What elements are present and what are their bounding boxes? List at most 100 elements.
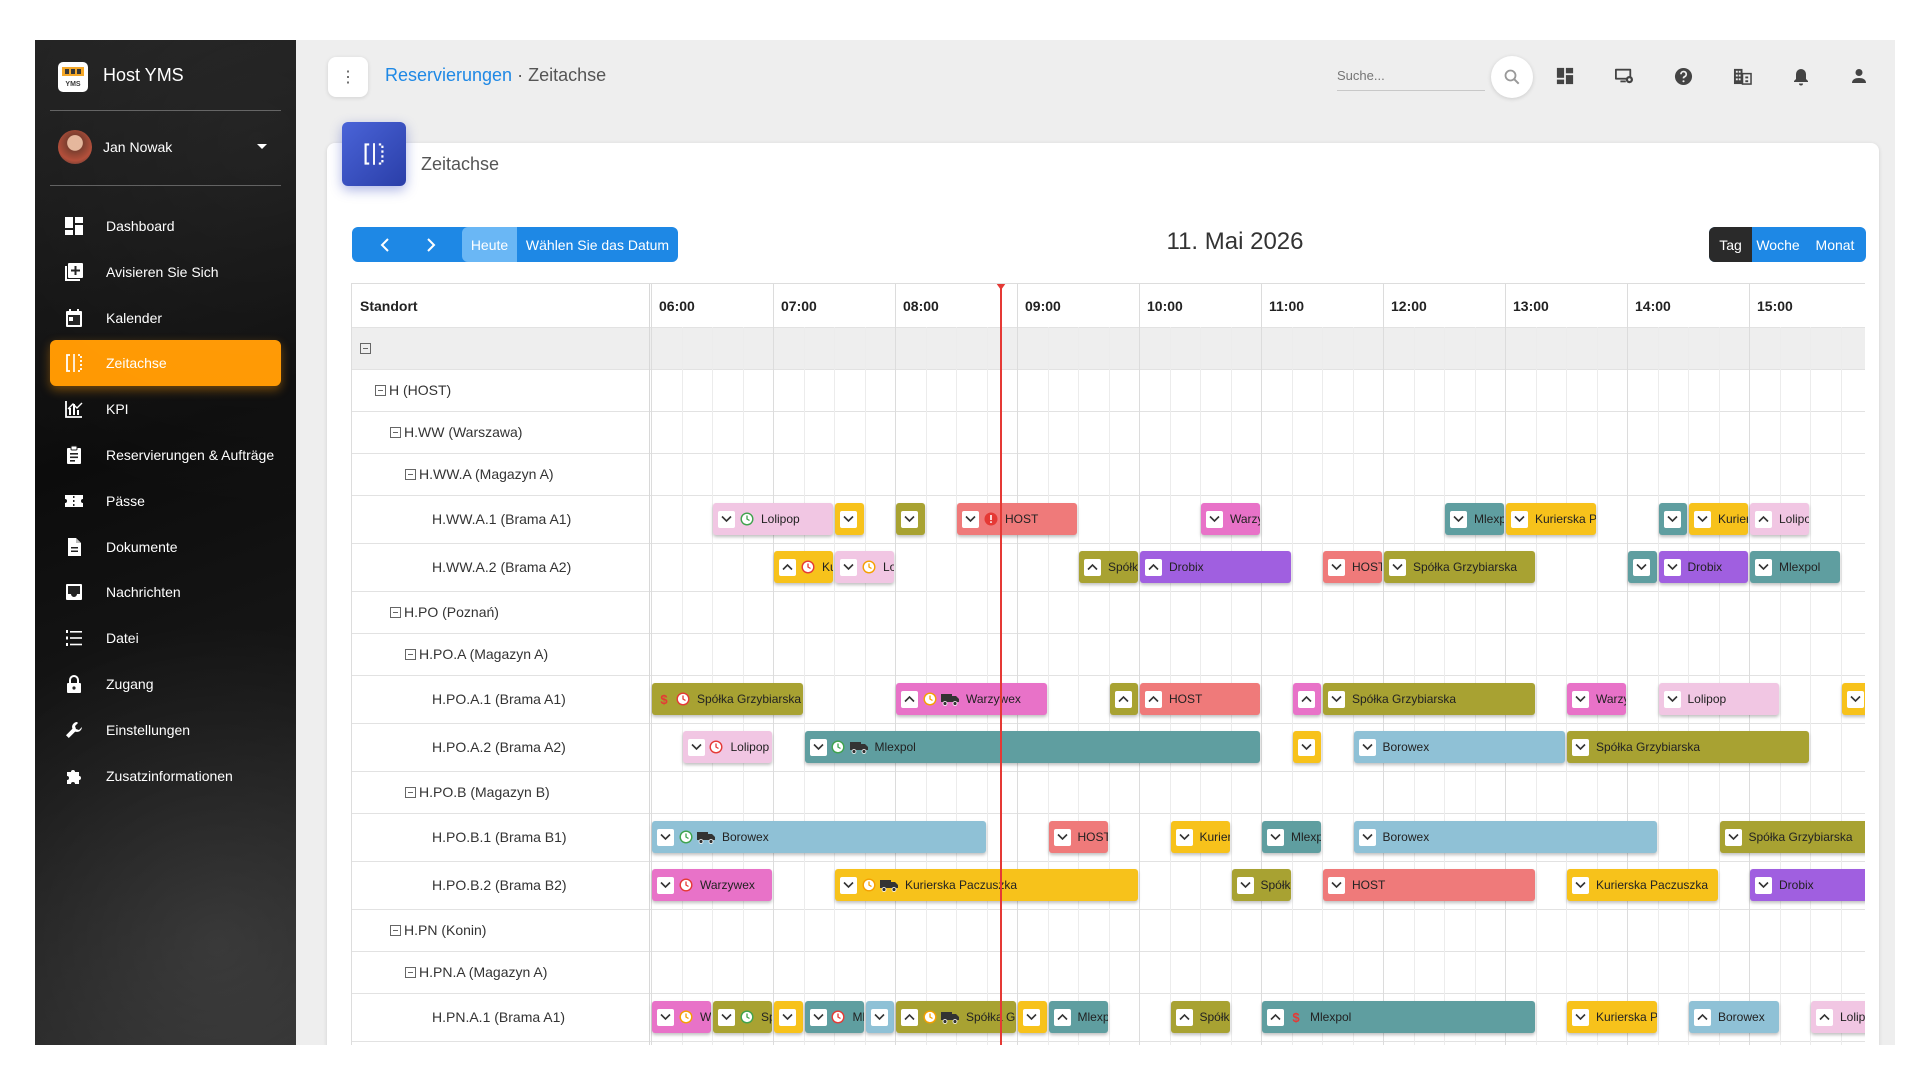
group-row-label[interactable]: H.PO.B (Magazyn B) — [405, 771, 550, 813]
reservation-bar[interactable]: Borowex — [1353, 821, 1657, 853]
chevron-down-icon[interactable] — [840, 558, 857, 576]
chevron-down-icon[interactable] — [1633, 558, 1650, 576]
building-button[interactable] — [1731, 65, 1753, 87]
chevron-down-icon[interactable] — [1724, 828, 1742, 846]
reservation-bar[interactable]: Warzywex — [652, 1001, 711, 1033]
reservation-bar[interactable]: Mlexpol — [1750, 551, 1840, 583]
reservation-bar[interactable]: Kurierska Paczuszka — [1567, 869, 1718, 901]
chevron-down-icon[interactable] — [1694, 510, 1711, 528]
user-menu-caret-icon[interactable] — [257, 144, 267, 149]
reservation-bar[interactable]: Borowex — [652, 821, 986, 853]
sidebar-item-zeitachse[interactable]: Zeitachse — [50, 340, 281, 386]
collapse-toggle-icon[interactable] — [375, 384, 386, 396]
chevron-down-icon[interactable] — [1297, 738, 1315, 756]
chevron-down-icon[interactable] — [809, 738, 827, 756]
chevron-down-icon[interactable] — [657, 876, 674, 894]
chevron-up-icon[interactable] — [901, 690, 918, 708]
chevron-up-icon[interactable] — [1145, 558, 1162, 576]
reservation-bar[interactable]: Lolipop — [1811, 1001, 1865, 1033]
reservation-bar[interactable] — [1018, 1001, 1047, 1033]
reservation-bar[interactable]: Spółka Grzybiarska — [1323, 683, 1535, 715]
chevron-down-icon[interactable] — [901, 510, 918, 528]
search-button[interactable] — [1491, 56, 1533, 98]
chevron-down-icon[interactable] — [840, 510, 857, 528]
group-row-label[interactable]: H.PO.A (Magazyn A) — [405, 633, 548, 675]
chevron-down-icon[interactable] — [1175, 828, 1193, 846]
reservation-bar[interactable]: Spółka Grzybiarska — [896, 1001, 1016, 1033]
sidebar-item-einstellungen[interactable]: Einstellungen — [50, 707, 281, 753]
reservation-bar[interactable]: HOST — [1048, 821, 1108, 853]
account-button[interactable] — [1848, 65, 1870, 87]
reservation-bar[interactable]: Warzywex — [1567, 683, 1626, 715]
chevron-down-icon[interactable] — [1663, 690, 1681, 708]
avatar[interactable] — [58, 130, 92, 164]
sidebar-item-paesse[interactable]: Pässe — [50, 478, 281, 524]
reservation-bar[interactable]: Kurierska Paczuszka — [1689, 503, 1748, 535]
chevron-down-icon[interactable] — [1328, 876, 1345, 894]
chevron-up-icon[interactable] — [901, 1008, 918, 1026]
today-button[interactable]: Heute — [462, 227, 517, 262]
chevron-down-icon[interactable] — [1236, 876, 1254, 894]
chevron-up-icon[interactable] — [1297, 690, 1315, 708]
chevron-down-icon[interactable] — [657, 1008, 674, 1026]
view-month-button[interactable]: Monat — [1815, 236, 1855, 253]
chevron-down-icon[interactable] — [1572, 876, 1589, 894]
sidebar-item-reservierungen[interactable]: Reservierungen & Aufträge — [50, 432, 281, 478]
reservation-bar[interactable]: $ Spółka Grzybiarska — [652, 683, 803, 715]
chevron-down-icon[interactable] — [1450, 510, 1467, 528]
sidebar-item-dashboard[interactable]: Dashboard — [50, 203, 281, 249]
reservation-bar[interactable]: Kurierska Paczuszka — [1567, 1001, 1657, 1033]
chevron-down-icon[interactable] — [1511, 510, 1528, 528]
reservation-bar[interactable]: Lolipop — [835, 551, 894, 583]
sidebar-item-dokumente[interactable]: Dokumente — [50, 524, 281, 570]
sidebar-item-zusatzinformationen[interactable]: Zusatzinformationen — [50, 753, 281, 799]
group-row-label[interactable]: H.PN.A (Magazyn A) — [405, 951, 547, 993]
chevron-down-icon[interactable] — [1755, 876, 1772, 894]
reservation-bar[interactable]: Spółka Grzybiarska — [1719, 821, 1865, 853]
reservation-bar[interactable]: Lolipop — [713, 503, 833, 535]
reservation-bar[interactable]: Kurierska Paczuszka — [1170, 821, 1230, 853]
reservation-bar[interactable]: Warzywex — [1201, 503, 1260, 535]
reservation-bar[interactable]: Mlexpol — [804, 731, 1260, 763]
chevron-down-icon[interactable] — [687, 738, 705, 756]
chevron-down-icon[interactable] — [1572, 738, 1589, 756]
chevron-up-icon[interactable] — [779, 558, 796, 576]
reservation-bar[interactable]: Kurierska Paczuszka — [774, 551, 833, 583]
help-button[interactable] — [1672, 65, 1694, 87]
chevron-down-icon[interactable] — [962, 510, 979, 528]
reservation-bar[interactable]: Drobix — [1140, 551, 1291, 583]
reservation-bar[interactable] — [1658, 503, 1687, 535]
next-day-button[interactable] — [398, 227, 464, 262]
chevron-down-icon[interactable] — [1328, 558, 1345, 576]
reservation-bar[interactable]: Spółka Grzybiarska — [1567, 731, 1809, 763]
reservation-bar[interactable]: Spółka Grzybiarska — [1384, 551, 1535, 583]
user-name[interactable]: Jan Nowak — [103, 139, 173, 155]
reservation-bar[interactable]: Spółka Grzybiarska — [1079, 551, 1138, 583]
sidebar-item-datei[interactable]: Datei — [50, 615, 281, 661]
reservation-bar[interactable]: Borowex — [1689, 1001, 1779, 1033]
chevron-down-icon[interactable] — [1053, 828, 1071, 846]
monitor-settings-button[interactable] — [1613, 65, 1635, 87]
prev-day-button[interactable] — [352, 227, 418, 262]
reservation-bar[interactable] — [1292, 683, 1321, 715]
notifications-button[interactable] — [1790, 65, 1812, 87]
collapse-toggle-icon[interactable] — [405, 786, 416, 798]
group-row-label[interactable]: H.WW (Warszawa) — [390, 411, 522, 453]
reservation-bar[interactable]: Mlexpol — [1445, 503, 1504, 535]
collapse-toggle-icon[interactable] — [390, 426, 401, 438]
chevron-down-icon[interactable] — [1328, 690, 1345, 708]
reservation-bar[interactable] — [1292, 731, 1321, 763]
collapse-toggle-icon[interactable] — [390, 606, 401, 618]
sidebar-item-zugang[interactable]: Zugang — [50, 661, 281, 707]
chevron-down-icon[interactable] — [718, 510, 735, 528]
chevron-down-icon[interactable] — [718, 1008, 735, 1026]
reservation-bar[interactable]: Lolipop — [1750, 503, 1809, 535]
chevron-up-icon[interactable] — [1267, 1008, 1284, 1026]
collapse-toggle-icon[interactable] — [390, 924, 401, 936]
chevron-down-icon[interactable] — [1023, 1008, 1040, 1026]
collapse-toggle-icon[interactable] — [405, 468, 416, 480]
reservation-bar[interactable]: Kurierska Paczuszka — [835, 869, 1138, 901]
reservation-bar[interactable] — [1841, 683, 1865, 715]
chevron-down-icon[interactable] — [1206, 510, 1223, 528]
chevron-up-icon[interactable] — [1175, 1008, 1193, 1026]
